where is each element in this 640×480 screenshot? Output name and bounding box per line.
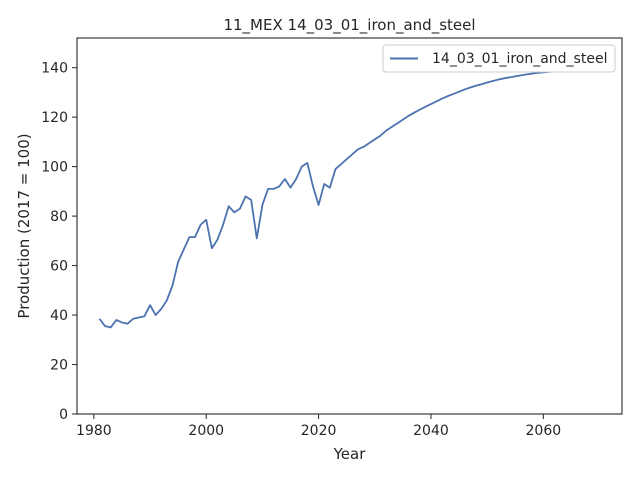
legend-box [382, 44, 616, 73]
plot-frame [76, 37, 623, 415]
x-tick-label: 1980 [76, 423, 112, 439]
y-tick-label: 0 [59, 407, 68, 423]
chart-title: 11_MEX 14_03_01_iron_and_steel [223, 16, 475, 35]
series-line [98, 69, 600, 329]
legend-entry-label: 14_03_01_iron_and_steel [432, 51, 607, 67]
y-tick-label: 100 [41, 160, 68, 176]
x-tick-label: 2060 [526, 423, 562, 439]
legend: 14_03_01_iron_and_steel [382, 44, 616, 73]
x-tick-label: 2000 [188, 423, 224, 439]
y-tick-label: 60 [50, 259, 68, 275]
series-layer [98, 69, 600, 329]
y-axis-label: Production (2017 = 100) [15, 133, 33, 318]
y-tick-label: 140 [41, 61, 68, 77]
y-tick-label: 40 [50, 308, 68, 324]
x-axis-label: Year [333, 445, 367, 463]
y-tick-label: 20 [50, 358, 68, 374]
y-tick-label: 80 [50, 209, 68, 225]
y-tick-label: 120 [41, 110, 68, 126]
x-tick-label: 2020 [301, 423, 337, 439]
x-tick-label: 2040 [413, 423, 449, 439]
